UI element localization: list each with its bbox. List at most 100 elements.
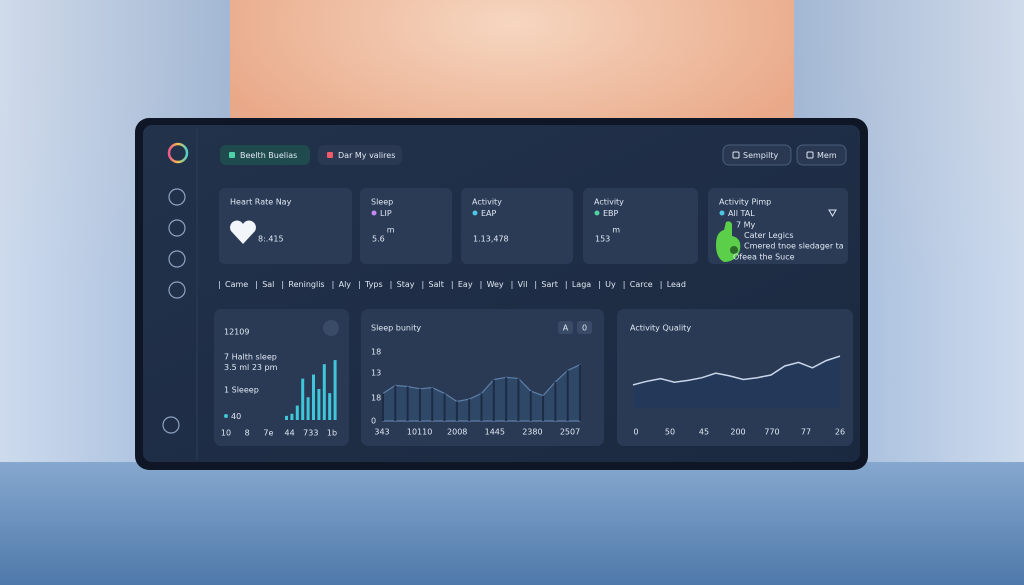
- stat-title: Sleep: [371, 198, 393, 207]
- bar: [312, 374, 315, 420]
- panel-title: Sleep bunity: [371, 324, 421, 333]
- action-label: Sempilty: [743, 151, 778, 160]
- legend-label: 40: [231, 412, 241, 421]
- filter-chip[interactable]: Uy: [605, 280, 616, 289]
- chart-button-label: A: [563, 324, 569, 333]
- filter-separator: |: [565, 280, 568, 289]
- nav-icon[interactable]: [168, 219, 186, 237]
- filter-chip[interactable]: Reninglis: [288, 280, 324, 289]
- filter-chip[interactable]: Sart: [541, 280, 557, 289]
- tab-label: Dar My valires: [338, 151, 395, 160]
- x-tick-label: 0: [633, 428, 638, 437]
- x-tick-label: 26: [835, 428, 845, 437]
- bar: [306, 397, 310, 420]
- filter-chip[interactable]: Came: [225, 280, 248, 289]
- filter-chip[interactable]: Vil: [518, 280, 528, 289]
- chart-button[interactable]: [558, 321, 573, 334]
- filter-separator: |: [422, 280, 425, 289]
- stat-subtitle: EBP: [603, 209, 619, 218]
- panel-line: 1 Sleeep: [224, 386, 259, 395]
- x-tick-label: 10110: [407, 428, 432, 437]
- filter-chip[interactable]: Laga: [572, 280, 591, 289]
- tab[interactable]: [220, 145, 310, 165]
- x-tick-label: 8: [245, 429, 250, 438]
- stat-line: Cmered tnoe sledager ta: [744, 242, 844, 251]
- x-tick-label: 2380: [522, 428, 542, 437]
- filter-chip[interactable]: Carce: [630, 280, 653, 289]
- filter-chip[interactable]: Lead: [667, 280, 686, 289]
- x-tick-label: 770: [764, 428, 779, 437]
- x-tick-label: 1445: [485, 428, 505, 437]
- filter-chip[interactable]: Sal: [262, 280, 274, 289]
- panel-line: 7 Halth sleep: [224, 353, 277, 362]
- bar: [322, 364, 326, 420]
- status-dot: [594, 210, 600, 216]
- panel-value: 12109: [224, 328, 249, 337]
- filter-chip[interactable]: Salt: [429, 280, 444, 289]
- filter-chip[interactable]: Stay: [397, 280, 415, 289]
- y-tick-label: 18: [371, 348, 381, 357]
- status-dot: [472, 210, 478, 216]
- stat-title: Heart Rate Nay: [230, 198, 292, 207]
- x-tick-label: 2008: [447, 428, 467, 437]
- nav-icon[interactable]: [168, 250, 186, 268]
- stat-title: Activity Pimp: [719, 198, 771, 207]
- stat-title: Activity: [472, 198, 502, 207]
- x-tick-label: 343: [374, 428, 389, 437]
- tab-icon: [327, 152, 333, 158]
- filter-separator: |: [255, 280, 258, 289]
- panel-line: 3.5 ml 23 pm: [224, 363, 278, 372]
- bar: [285, 415, 288, 420]
- x-tick-label: 200: [730, 428, 745, 437]
- action-icon: [806, 151, 814, 159]
- stat-card: [461, 188, 573, 264]
- area: [633, 356, 840, 408]
- x-tick-label: 10: [221, 429, 231, 438]
- filter-chip[interactable]: Aly: [339, 280, 352, 289]
- filter-chip[interactable]: Eay: [458, 280, 473, 289]
- activity-icon-dot: [730, 246, 738, 254]
- x-tick-label: 2507: [560, 428, 580, 437]
- tab-icon: [229, 152, 235, 158]
- filter-chip[interactable]: Wey: [487, 280, 504, 289]
- back-button[interactable]: [323, 320, 339, 336]
- panel-title: Activity Quality: [630, 324, 691, 333]
- bar: [328, 393, 332, 420]
- filter-separator: |: [358, 280, 361, 289]
- status-dot: [371, 210, 377, 216]
- stat-line: Cater Legics: [744, 231, 793, 240]
- chart-button[interactable]: [577, 321, 592, 334]
- filter-chip[interactable]: Typs: [364, 280, 383, 289]
- stat-value: 153: [595, 235, 610, 244]
- action-button[interactable]: [722, 144, 792, 166]
- filter-separator: |: [623, 280, 626, 289]
- stat-line: 7 My: [736, 221, 756, 230]
- bar: [317, 389, 321, 420]
- filter-separator: |: [451, 280, 454, 289]
- stat-value: 1.13,478: [473, 235, 509, 244]
- bar: [290, 413, 294, 420]
- tab[interactable]: [318, 145, 402, 165]
- stat-card: [708, 188, 848, 264]
- nav-icon[interactable]: [162, 416, 180, 434]
- legend-dot: [224, 414, 228, 418]
- bar: [295, 405, 299, 420]
- filter-separator: |: [660, 280, 663, 289]
- x-tick-label: 1b: [327, 429, 337, 438]
- action-button[interactable]: [796, 144, 847, 166]
- x-tick-label: 45: [699, 428, 709, 437]
- filter-separator: |: [218, 280, 221, 289]
- nav-icon[interactable]: [168, 281, 186, 299]
- logo[interactable]: [167, 142, 189, 164]
- favorite-icon[interactable]: [828, 209, 837, 217]
- stat-value: 5.6: [372, 235, 385, 244]
- line: [632, 355, 841, 386]
- y-tick-label: 18: [371, 394, 381, 403]
- nav-icon[interactable]: [168, 188, 186, 206]
- stat-line: Ofeea the Suce: [733, 253, 795, 262]
- stat-subtitle: EAP: [481, 209, 497, 218]
- stat-card: [583, 188, 698, 264]
- x-tick-label: 77: [801, 428, 811, 437]
- filter-separator: |: [332, 280, 335, 289]
